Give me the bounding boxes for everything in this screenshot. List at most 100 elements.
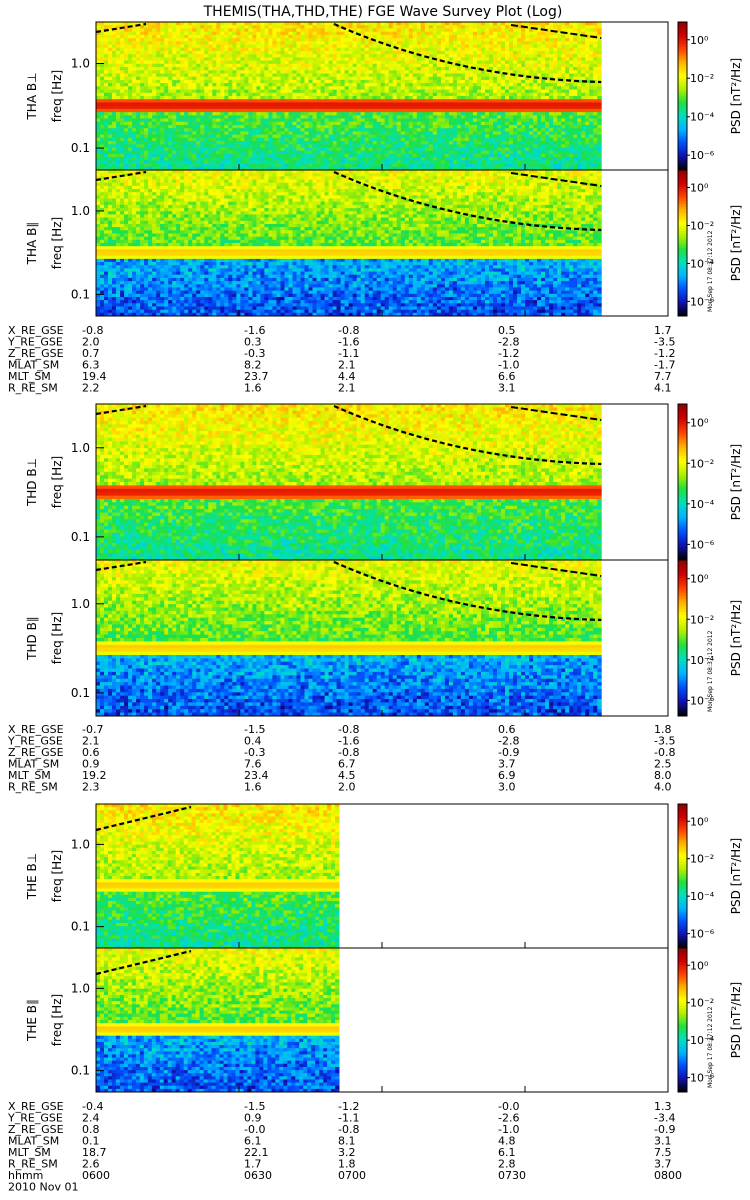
spectrogram-cell bbox=[180, 86, 184, 90]
spectrogram-cell bbox=[465, 102, 469, 106]
spectrogram-cell bbox=[260, 45, 264, 49]
spectrogram-cell bbox=[453, 32, 457, 36]
spectrogram-cell bbox=[228, 28, 232, 32]
spectrogram-cell bbox=[433, 86, 437, 90]
spectrogram-cell bbox=[124, 122, 128, 126]
spectrogram-cell bbox=[204, 128, 208, 132]
spectrogram-cell bbox=[124, 112, 128, 116]
spectrogram-cell bbox=[525, 64, 529, 68]
spectrogram-cell bbox=[172, 54, 176, 58]
spectrogram-cell bbox=[401, 35, 405, 39]
spectrogram-cell bbox=[349, 74, 353, 78]
spectrogram-cell bbox=[268, 77, 272, 81]
spectrogram-cell bbox=[389, 54, 393, 58]
spectrogram-cell bbox=[108, 74, 112, 78]
spectrogram-cell bbox=[477, 106, 481, 110]
spectrogram-cell bbox=[144, 80, 148, 84]
spectrogram-cell bbox=[297, 22, 301, 26]
spectrogram-cell bbox=[285, 151, 289, 155]
spectrogram-cell bbox=[429, 80, 433, 84]
spectrogram-cell bbox=[305, 64, 309, 68]
spectrogram-cell bbox=[513, 64, 517, 68]
spectrogram-cell bbox=[333, 35, 337, 39]
spectrogram-cell bbox=[325, 38, 329, 42]
spectrogram-cell bbox=[152, 151, 156, 155]
spectrogram-cell bbox=[200, 41, 204, 45]
spectrogram-cell bbox=[393, 160, 397, 164]
spectrogram-cell bbox=[293, 151, 297, 155]
spectrogram-cell bbox=[341, 32, 345, 36]
spectrogram-cell bbox=[349, 135, 353, 139]
spectrogram-cell bbox=[389, 28, 393, 32]
spectrogram-cell bbox=[212, 131, 216, 135]
spectrogram-cell bbox=[429, 90, 433, 94]
spectrogram-cell bbox=[489, 96, 493, 100]
spectrogram-cell bbox=[497, 135, 501, 139]
spectrogram-cell bbox=[108, 106, 112, 110]
spectrogram-cell bbox=[429, 151, 433, 155]
spectrogram-cell bbox=[116, 115, 120, 119]
spectrogram-cell bbox=[224, 57, 228, 61]
spectrogram-cell bbox=[373, 83, 377, 87]
spectrogram-cell bbox=[389, 148, 393, 152]
spectrogram-cell bbox=[441, 128, 445, 132]
spectrogram-cell bbox=[381, 122, 385, 126]
spectrogram-cell bbox=[341, 22, 345, 26]
spectrogram-cell bbox=[485, 154, 489, 158]
spectrogram-cell bbox=[493, 64, 497, 68]
spectrogram-cell bbox=[224, 125, 228, 129]
spectrogram-cell bbox=[457, 131, 461, 135]
spectrogram-cell bbox=[204, 122, 208, 126]
spectrogram-cell bbox=[365, 154, 369, 158]
spectrogram-cell bbox=[405, 22, 409, 26]
spectrogram-cell bbox=[509, 67, 513, 71]
spectrogram-cell bbox=[172, 106, 176, 110]
spectrogram-cell bbox=[373, 109, 377, 113]
spectrogram-cell bbox=[140, 35, 144, 39]
spectrogram-cell bbox=[353, 96, 357, 100]
spectrogram-cell bbox=[156, 54, 160, 58]
spectrogram-cell bbox=[184, 32, 188, 36]
spectrogram-cell bbox=[497, 41, 501, 45]
spectrogram-cell bbox=[333, 86, 337, 90]
spectrogram-cell bbox=[100, 125, 104, 129]
spectrogram-cell bbox=[309, 64, 313, 68]
spectrogram-cell bbox=[176, 93, 180, 97]
spectrogram-cell bbox=[156, 157, 160, 161]
spectrogram-cell bbox=[425, 119, 429, 123]
spectrogram-cell bbox=[361, 125, 365, 129]
spectrogram-cell bbox=[433, 45, 437, 49]
spectrogram-cell bbox=[369, 41, 373, 45]
spectrogram-cell bbox=[457, 77, 461, 81]
spectrogram-cell bbox=[417, 128, 421, 132]
spectrogram-cell bbox=[248, 45, 252, 49]
spectrogram-cell bbox=[425, 45, 429, 49]
spectrogram-cell bbox=[244, 102, 248, 106]
spectrogram-cell bbox=[325, 45, 329, 49]
spectrogram-cell bbox=[513, 106, 517, 110]
spectrogram-cell bbox=[417, 90, 421, 94]
spectrogram-cell bbox=[192, 45, 196, 49]
spectrogram-cell bbox=[317, 25, 321, 29]
spectrogram-cell bbox=[309, 22, 313, 26]
spectrogram-cell bbox=[256, 122, 260, 126]
spectrogram-cell bbox=[252, 141, 256, 145]
spectrogram-cell bbox=[349, 106, 353, 110]
spectrogram-cell bbox=[405, 35, 409, 39]
spectrogram-cell bbox=[240, 54, 244, 58]
spectrogram-cell bbox=[361, 131, 365, 135]
spectrogram-cell bbox=[192, 83, 196, 87]
spectrogram-cell bbox=[437, 70, 441, 74]
spectrogram-cell bbox=[148, 45, 152, 49]
spectrogram-cell bbox=[220, 135, 224, 139]
spectrogram-cell bbox=[297, 38, 301, 42]
spectrogram-cell bbox=[124, 125, 128, 129]
spectrogram-cell bbox=[325, 96, 329, 100]
spectrogram-cell bbox=[425, 25, 429, 29]
spectrogram-cell bbox=[409, 151, 413, 155]
spectrogram-cell bbox=[285, 115, 289, 119]
spectrogram-cell bbox=[477, 148, 481, 152]
spectrogram-cell bbox=[168, 77, 172, 81]
spectrogram-cell bbox=[397, 125, 401, 129]
